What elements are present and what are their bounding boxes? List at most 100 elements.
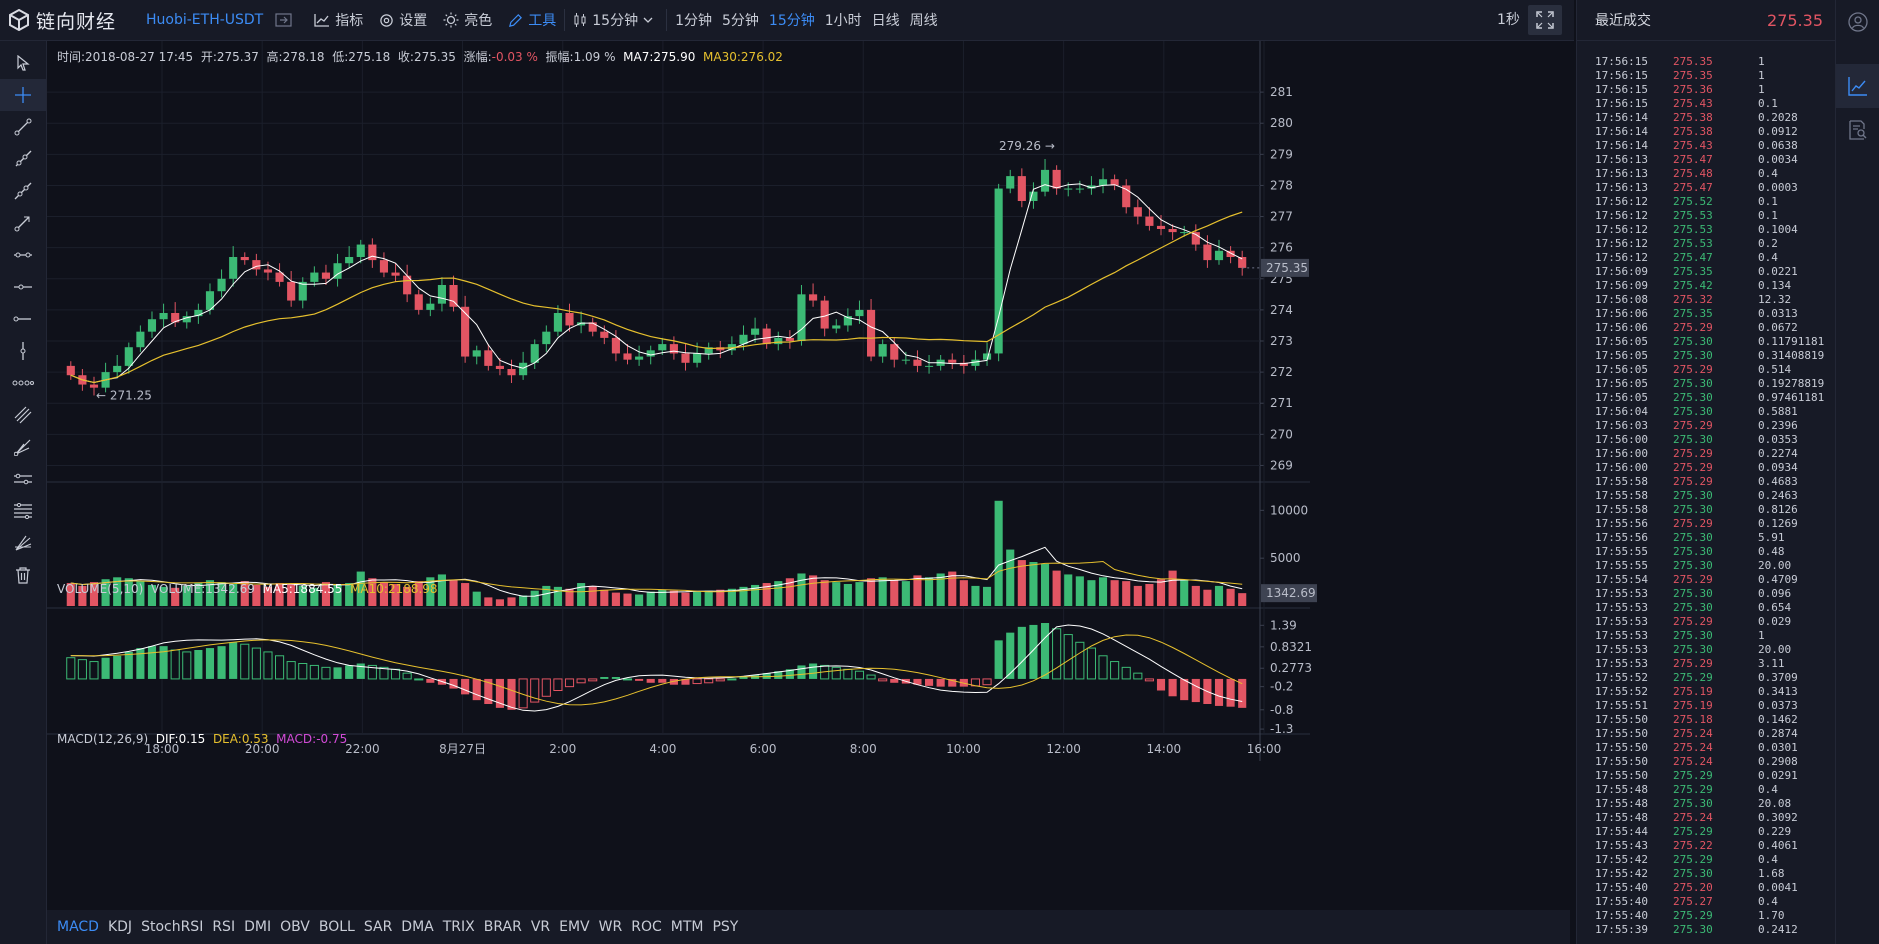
candle-body: [461, 306, 470, 357]
tab-dma[interactable]: DMA: [401, 919, 434, 935]
tab-kdj[interactable]: KDJ: [107, 919, 133, 935]
trend-chart-icon: [1848, 77, 1867, 96]
candle-body: [1168, 229, 1177, 233]
macd-bar: [866, 674, 876, 680]
user-button[interactable]: [1836, 0, 1879, 44]
chart-area[interactable]: 281 280 279 278 277 276 275 274 273 272 271 270 269 1…: [47, 41, 1570, 944]
tab-wr[interactable]: WR: [598, 919, 623, 935]
candle-body: [1191, 232, 1200, 245]
x-tick-label: 18:00: [145, 742, 180, 756]
fib-levels-tool[interactable]: [0, 495, 46, 527]
horizontal-ray-tool[interactable]: [0, 271, 46, 303]
trade-time: 17:55:56: [1595, 531, 1648, 544]
period-week[interactable]: 周线: [909, 13, 938, 29]
volume-bar: [1203, 589, 1212, 606]
volume-bar: [658, 589, 667, 606]
volume-bar: [588, 585, 597, 606]
pitchfork-icon: [15, 535, 32, 551]
macd-bar: [1180, 678, 1189, 701]
logo[interactable]: 链向财经: [0, 7, 138, 34]
indicators-button[interactable]: 指标: [306, 0, 371, 40]
extended-line-icon: [14, 182, 32, 200]
y-tick-label: 280: [1270, 116, 1293, 130]
horizontal-line-tool[interactable]: [0, 239, 46, 271]
candle-body: [959, 362, 968, 366]
tab-dmi[interactable]: DMI: [244, 919, 272, 935]
dif-line: [70, 624, 1243, 712]
trade-price: 275.52: [1673, 195, 1713, 208]
volume-bar: [1110, 580, 1119, 606]
period-dropdown[interactable]: 15分钟: [565, 0, 666, 40]
trades-panel-button[interactable]: [1836, 108, 1879, 152]
period-1hour[interactable]: 1小时: [824, 13, 862, 29]
trade-row: 17:56:14 275.43 0.0638: [1595, 139, 1825, 153]
trade-time: 17:56:05: [1595, 335, 1648, 348]
trade-row: 17:55:50 275.18 0.1462: [1595, 713, 1825, 727]
trade-time: 17:56:15: [1595, 83, 1648, 96]
macd-bar: [136, 648, 145, 679]
ray-tool[interactable]: [0, 143, 46, 175]
horizontal-segment-tool[interactable]: [0, 303, 46, 335]
tab-mtm[interactable]: MTM: [670, 919, 704, 935]
vertical-line-tool[interactable]: [0, 335, 46, 367]
vol-ma10-line: [70, 560, 1243, 593]
x-tick-label: 20:00: [245, 742, 280, 756]
pitchfork-tool[interactable]: [0, 527, 46, 559]
tab-stochrsi[interactable]: StochRSI: [141, 919, 204, 935]
candle-body: [356, 244, 365, 257]
pointer-tool[interactable]: [0, 47, 46, 79]
crosshair-tool[interactable]: [0, 79, 46, 111]
period-tabs: 1分钟 5分钟 15分钟 1小时 日线 周线: [667, 10, 943, 30]
period-5min[interactable]: 5分钟: [722, 13, 759, 29]
trade-list[interactable]: 17:56:15 275.35 1 17:56:15 275.35 1 17:56:15 27…: [1595, 55, 1825, 937]
volume-bar: [843, 584, 852, 606]
logo-text: 链向财经: [36, 10, 117, 33]
period-15min[interactable]: 15分钟: [768, 13, 815, 29]
amplitude-value: 1.09 %: [573, 50, 616, 64]
macd-bar: [1017, 626, 1026, 679]
tab-macd[interactable]: MACD: [57, 919, 99, 935]
macd-bar: [681, 678, 690, 685]
chart-panel-button[interactable]: [1836, 64, 1879, 108]
macd-bar: [113, 655, 122, 679]
tab-sar[interactable]: SAR: [363, 919, 393, 935]
fullscreen-button[interactable]: [1528, 5, 1562, 35]
trade-price: 275.30: [1673, 433, 1713, 446]
period-1min[interactable]: 1分钟: [675, 13, 712, 29]
trade-amount: 0.1: [1758, 97, 1778, 110]
settings-label: 设置: [399, 13, 428, 29]
tab-trix[interactable]: TRIX: [442, 919, 475, 935]
period-day[interactable]: 日线: [871, 13, 900, 29]
trade-row: 17:55:54 275.29 0.4709: [1595, 573, 1825, 587]
tab-psy[interactable]: PSY: [712, 919, 739, 935]
trade-time: 17:55:53: [1595, 657, 1648, 670]
tab-vr[interactable]: VR: [530, 919, 551, 935]
tools-button[interactable]: 工具: [500, 0, 564, 40]
trade-price: 275.18: [1673, 713, 1713, 726]
candle-body: [1075, 188, 1084, 190]
tab-obv[interactable]: OBV: [280, 919, 310, 935]
arrow-line-tool[interactable]: [0, 207, 46, 239]
candle-body: [1052, 169, 1061, 189]
tab-boll[interactable]: BOLL: [318, 919, 355, 935]
tab-brar[interactable]: BRAR: [483, 919, 522, 935]
price-line-tool[interactable]: [0, 367, 46, 399]
fib-fan-tool[interactable]: [0, 463, 46, 495]
parallel-channel-tool[interactable]: [0, 399, 46, 431]
tab-emv[interactable]: EMV: [559, 919, 590, 935]
tab-roc[interactable]: ROC: [631, 919, 662, 935]
macd-bar: [1168, 678, 1177, 697]
y-tick-label: 269: [1270, 458, 1293, 472]
theme-toggle[interactable]: 亮色: [435, 0, 500, 40]
fib-retracement-tool[interactable]: [0, 431, 46, 463]
kline-chart[interactable]: 2812802792782772762752742732722712702691…: [47, 41, 1570, 910]
extended-line-tool[interactable]: [0, 175, 46, 207]
tab-rsi[interactable]: RSI: [212, 919, 236, 935]
refresh-interval[interactable]: 1秒: [1497, 12, 1520, 28]
settings-button[interactable]: 设置: [371, 0, 435, 40]
volume-bar: [229, 584, 238, 606]
trade-amount: 0.8126: [1758, 503, 1798, 516]
delete-drawings-tool[interactable]: [0, 559, 46, 591]
line-segment-tool[interactable]: [0, 111, 46, 143]
pair-selector[interactable]: Huobi-ETH-USDT: [138, 0, 306, 40]
